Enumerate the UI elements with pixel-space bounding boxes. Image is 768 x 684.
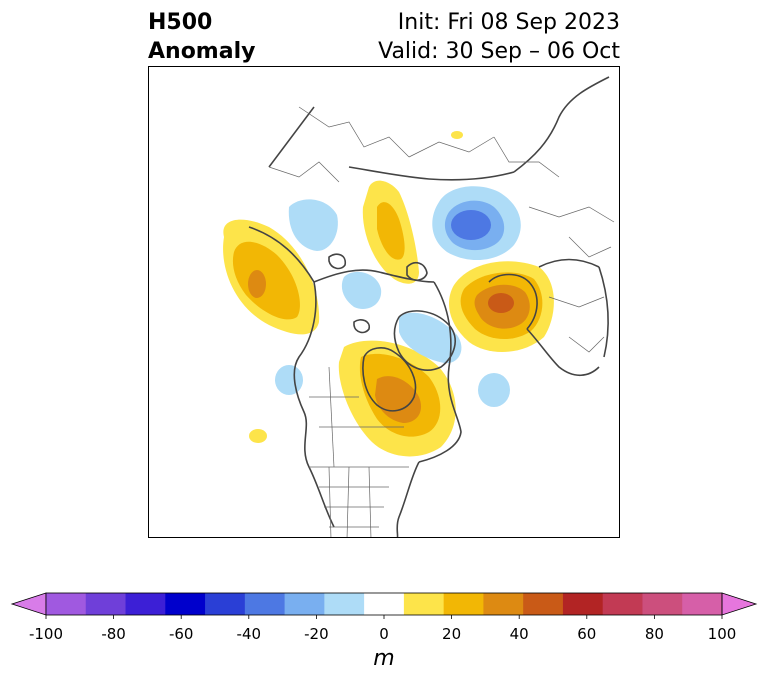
anomaly-siberia bbox=[432, 186, 521, 261]
field-label: Anomaly bbox=[148, 39, 256, 64]
colorbar-segment bbox=[483, 593, 524, 615]
colorbar-tick-label: -40 bbox=[236, 625, 262, 643]
colorbar bbox=[10, 592, 758, 619]
colorbar-tick-label: -20 bbox=[304, 625, 329, 643]
colorbar-tick-labels: -100 -80 -60 -40 -20 0 20 40 60 80 100 bbox=[0, 625, 768, 645]
colorbar-tick-label: 0 bbox=[379, 625, 389, 643]
colorbar-segment bbox=[125, 593, 166, 615]
colorbar-segment bbox=[205, 593, 246, 615]
colorbar-segments bbox=[10, 592, 758, 616]
colorbar-tick-label: -80 bbox=[101, 625, 126, 643]
map-title-left: H500 Anomaly bbox=[148, 8, 255, 66]
anomaly-map bbox=[223, 76, 615, 537]
anomaly-small-positive bbox=[249, 429, 267, 443]
anomaly-atlantic-negative bbox=[478, 373, 510, 407]
colorbar-segment bbox=[284, 593, 325, 615]
colorbar-extend-min bbox=[10, 592, 47, 616]
variable-label: H500 bbox=[148, 10, 213, 35]
colorbar-segment bbox=[324, 593, 365, 615]
colorbar-segment bbox=[443, 593, 484, 615]
colorbar-tick-label: 60 bbox=[577, 625, 597, 643]
colorbar-segment bbox=[403, 593, 445, 615]
anomaly-pacific-negative bbox=[275, 365, 303, 395]
anomaly-gulf-of-alaska bbox=[223, 219, 320, 335]
colorbar-segment bbox=[642, 593, 683, 615]
colorbar-tick-label: 80 bbox=[644, 625, 664, 643]
anomaly-siberia-west-negative bbox=[288, 199, 338, 251]
colorbar-tick-label: 20 bbox=[442, 625, 462, 643]
anomaly-baffin-negative bbox=[399, 312, 462, 364]
init-date-label: Init: Fri 08 Sep 2023 bbox=[397, 10, 620, 35]
anomaly-beaufort-negative bbox=[341, 271, 382, 309]
colorbar-unit-label: m bbox=[373, 646, 395, 671]
colorbar-extend-max bbox=[721, 592, 758, 616]
map-title-right: Init: Fri 08 Sep 2023 Valid: 30 Sep – 06… bbox=[378, 8, 620, 66]
colorbar-tick-label: 100 bbox=[707, 625, 737, 643]
coastlines bbox=[248, 76, 610, 537]
colorbar-tick-label: -100 bbox=[28, 625, 64, 643]
colorbar-ticks bbox=[45, 615, 723, 619]
valid-range-label: Valid: 30 Sep – 06 Oct bbox=[378, 39, 620, 64]
anomaly-shading bbox=[223, 131, 554, 457]
colorbar-segment bbox=[523, 593, 564, 615]
colorbar-segment bbox=[85, 593, 127, 615]
colorbar-tick-label: -60 bbox=[168, 625, 194, 643]
anomaly-arctic-russia bbox=[362, 180, 419, 284]
colorbar-segment bbox=[682, 593, 723, 615]
colorbar-segment bbox=[364, 593, 405, 615]
borders bbox=[268, 106, 615, 537]
colorbar-segment bbox=[602, 593, 643, 615]
colorbar-segment bbox=[165, 593, 206, 615]
map-panel bbox=[148, 66, 620, 538]
colorbar-segment bbox=[244, 593, 286, 615]
anomaly-small-positive-north bbox=[451, 131, 463, 139]
colorbar-segment bbox=[562, 593, 604, 615]
colorbar-tick-label: 40 bbox=[509, 625, 529, 643]
colorbar-segment bbox=[46, 593, 87, 615]
